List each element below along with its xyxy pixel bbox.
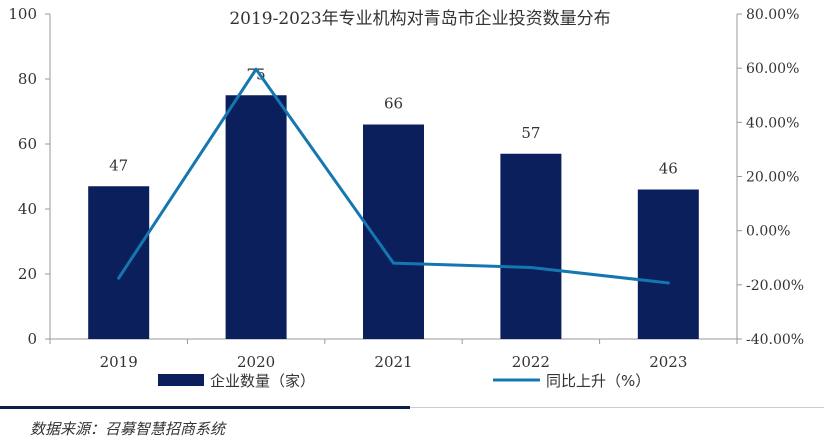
legend-line-label: 同比上升（%） <box>546 372 650 390</box>
x-tick-label: 2022 <box>512 353 550 371</box>
bar <box>88 186 150 339</box>
line-point <box>666 281 670 285</box>
left-tick-label: 60 <box>18 135 37 153</box>
line-point <box>254 67 258 71</box>
line-point <box>392 261 395 265</box>
bar-value-label: 47 <box>109 156 128 174</box>
right-tick-label: 60.00% <box>746 61 799 77</box>
left-tick-label: 80 <box>18 70 37 88</box>
right-tick-label: -20.00% <box>746 278 804 294</box>
source-divider <box>0 406 410 409</box>
left-tick-label: 100 <box>8 5 37 23</box>
right-tick-label: 40.00% <box>746 115 799 131</box>
line-point <box>117 276 121 280</box>
bar <box>637 189 699 339</box>
axes: 0 20 40 60 80 100 -40.00% -20.00% 0.00% 20.00% 40.… <box>8 5 804 371</box>
right-tick-label: 0.00% <box>746 224 790 240</box>
right-tick-label: 20.00% <box>746 170 799 186</box>
line-point <box>529 266 533 269</box>
x-tick-label: 2023 <box>649 353 687 371</box>
x-tick-label: 2021 <box>374 353 412 371</box>
bar <box>500 153 562 339</box>
bar <box>363 124 424 339</box>
legend-bar-swatch <box>158 374 204 386</box>
chart-title: 2019-2023年专业机构对青岛市企业投资数量分布 <box>229 9 610 29</box>
left-tick-label: 40 <box>18 200 37 218</box>
line-series <box>117 67 670 285</box>
bar-value-label: 66 <box>384 95 403 113</box>
x-tick-label: 2020 <box>237 353 275 371</box>
legend: 企业数量（家） 同比上升（%） <box>158 372 650 390</box>
bar-value-label: 46 <box>659 160 678 178</box>
legend-bar-label: 企业数量（家） <box>210 372 315 390</box>
source-divider-light <box>410 407 824 408</box>
right-tick-label: -40.00% <box>746 332 804 348</box>
left-tick-label: 20 <box>18 265 37 283</box>
left-tick-label: 0 <box>27 330 37 348</box>
source-note: 数据来源：召募智慧招商系统 <box>30 420 226 438</box>
chart: 2019-2023年专业机构对青岛市企业投资数量分布 0 20 40 60 80 100 -… <box>8 5 804 390</box>
bar <box>225 95 287 339</box>
right-tick-label: 80.00% <box>746 7 799 23</box>
x-tick-label: 2019 <box>100 353 138 371</box>
bar-value-label: 57 <box>521 124 540 142</box>
